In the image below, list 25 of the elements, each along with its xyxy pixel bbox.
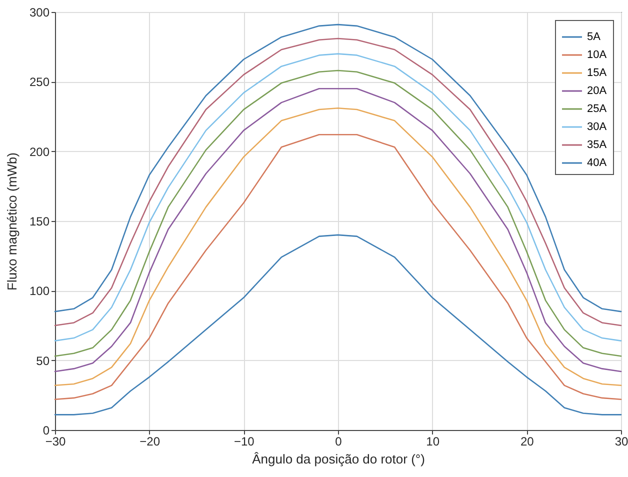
- x-tick-label: −30: [45, 434, 66, 448]
- legend-label: 25A: [587, 103, 608, 115]
- y-tick-label: 150: [29, 214, 50, 228]
- legend-label: 40A: [587, 157, 608, 169]
- x-tick-label: 20: [520, 434, 534, 448]
- x-tick-label: 0: [335, 434, 342, 448]
- legend-label: 35A: [587, 139, 608, 151]
- x-tick-label: −20: [140, 434, 160, 448]
- legend-label: 20A: [587, 85, 608, 97]
- line-series: [54, 234, 622, 416]
- legend-label: 15A: [587, 67, 608, 79]
- legend-label: 10A: [587, 49, 608, 61]
- x-tick-label: 30: [614, 434, 628, 448]
- y-tick-label: 0: [42, 424, 50, 438]
- legend-label: 5A: [587, 31, 602, 43]
- x-axis-title: Ângulo da posição do rotor (°): [252, 452, 425, 466]
- y-tick-label: 300: [29, 6, 50, 20]
- y-tick-label: 100: [29, 284, 50, 298]
- y-tick-label: 250: [29, 75, 50, 90]
- y-axis-title: Fluxo magnético (mWb): [4, 152, 20, 290]
- y-tick-label: 50: [36, 354, 50, 368]
- legend-label: 30A: [587, 121, 608, 133]
- y-tick-label: 200: [29, 144, 50, 159]
- x-tick-label: 10: [426, 434, 440, 448]
- x-tick-label: −10: [234, 434, 255, 448]
